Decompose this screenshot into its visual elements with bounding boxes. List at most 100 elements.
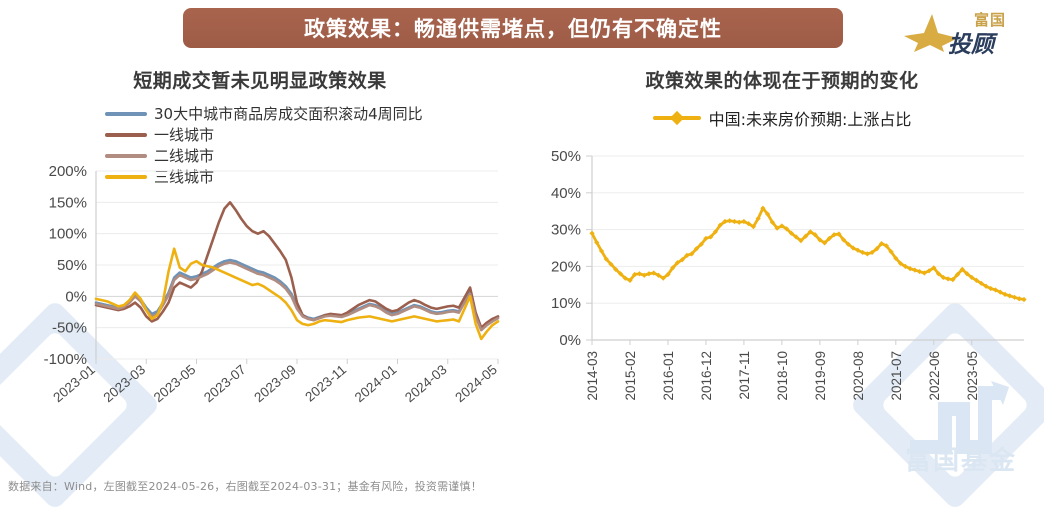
brand-logo: 富国 投顾 xyxy=(898,6,1036,58)
x-axis-tick-label: 2024-03 xyxy=(402,362,450,405)
x-axis-tick-label: 2021-07 xyxy=(889,351,904,401)
x-axis-tick-label: 2023-07 xyxy=(201,362,249,405)
right-chart-panel: 政策效果的体现在于预期的变化 中国:未来房价预期:上涨占比 50% 40% 30% 2… xyxy=(520,60,1044,460)
data-point-marker xyxy=(950,277,956,283)
data-point-marker xyxy=(812,232,818,238)
data-point-marker xyxy=(997,289,1003,295)
data-series-line xyxy=(94,201,500,329)
legend-label: 三线城市 xyxy=(154,168,215,186)
data-point-marker xyxy=(988,285,994,292)
watermark-text: 富国基金 xyxy=(905,446,1018,476)
data-point-marker xyxy=(883,243,889,249)
data-point-marker xyxy=(598,248,605,254)
y-axis-tick-label: 0% xyxy=(559,332,581,349)
footnote: 数据来自：Wind，左图截至2024-05-26，右图截至2024-03-31；… xyxy=(8,480,482,493)
legend-item[interactable]: 一线城市 xyxy=(105,124,423,145)
x-axis-tick-label: 2023-09 xyxy=(251,362,299,405)
y-axis-tick-label: -50% xyxy=(52,320,87,337)
data-point-marker xyxy=(888,249,894,255)
data-point-marker xyxy=(897,260,904,267)
data-point-marker xyxy=(655,272,662,278)
x-axis-tick-label: 2015-02 xyxy=(623,351,638,401)
data-point-marker xyxy=(931,265,937,271)
y-axis-tick-label: 50% xyxy=(551,148,581,165)
legend-item[interactable]: 二线城市 xyxy=(105,145,423,166)
data-point-marker xyxy=(803,233,809,239)
y-axis-tick-label: 40% xyxy=(551,185,581,202)
data-point-marker xyxy=(807,229,813,235)
banner: 政策效果：畅通供需堵点，但仍有不确定性 xyxy=(183,8,843,48)
legend-item[interactable]: 三线城市 xyxy=(105,166,423,187)
star-icon xyxy=(904,14,958,52)
x-axis-tick-label: 2024-01 xyxy=(352,362,400,405)
page-header: 政策效果：畅通供需堵点，但仍有不确定性 富国 投顾 xyxy=(0,0,1044,60)
data-point-marker xyxy=(793,234,799,240)
banner-title: 政策效果：畅通供需堵点，但仍有不确定性 xyxy=(304,17,722,41)
data-point-marker xyxy=(836,231,842,237)
left-chart-legend: 30大中城市商品房成交面积滚动4周同比 一线城市二线城市三线城市 xyxy=(105,103,423,187)
data-series-line xyxy=(94,261,500,332)
data-point-marker xyxy=(859,249,866,256)
legend-swatch-icon xyxy=(105,174,147,179)
legend-item[interactable]: 30大中城市商品房成交面积滚动4周同比 xyxy=(105,103,423,124)
data-point-marker xyxy=(594,239,600,246)
data-point-marker xyxy=(978,280,984,286)
x-axis-tick-label: 2023-11 xyxy=(302,362,349,405)
y-axis-tick-label: 20% xyxy=(551,258,581,275)
data-point-marker xyxy=(969,274,975,281)
right-chart-title: 政策效果的体现在于预期的变化 xyxy=(645,70,919,92)
legend-label: 30大中城市商品房成交面积滚动4周同比 xyxy=(154,105,423,123)
x-axis-tick-label: 2023-01 xyxy=(50,362,98,405)
data-point-marker xyxy=(921,270,927,276)
data-point-marker xyxy=(959,266,965,272)
data-series-line xyxy=(590,206,1026,301)
y-axis-tick-label: -100% xyxy=(44,351,87,368)
data-point-marker xyxy=(636,271,643,277)
data-series-line xyxy=(94,247,500,341)
data-point-marker xyxy=(1007,293,1013,299)
data-point-marker xyxy=(731,218,738,225)
legend-item[interactable]: 中国:未来房价预期:上涨占比 xyxy=(652,106,911,130)
data-point-marker xyxy=(822,240,828,246)
data-point-marker xyxy=(674,260,681,266)
data-point-marker xyxy=(964,271,970,277)
data-point-marker xyxy=(693,246,700,252)
left-chart-panel: 短期成交暂未见明显政策效果 30大中城市商品房成交面积滚动4周同比 一线城市 二线城… xyxy=(0,60,520,460)
data-point-marker xyxy=(817,237,823,243)
legend-swatch-icon xyxy=(105,153,147,158)
logo-brand-bottom: 投顾 xyxy=(948,32,994,58)
data-point-marker xyxy=(864,251,870,257)
data-point-marker xyxy=(779,223,785,229)
data-point-marker xyxy=(798,238,804,244)
data-point-marker xyxy=(698,241,704,247)
data-point-marker xyxy=(784,226,790,232)
data-point-marker xyxy=(878,240,885,247)
data-point-marker xyxy=(646,271,652,277)
legend-swatch-icon xyxy=(105,132,147,137)
data-point-marker xyxy=(845,241,851,247)
data-point-marker xyxy=(1016,296,1022,302)
x-axis-tick-label: 2018-10 xyxy=(775,351,790,401)
data-point-marker xyxy=(916,268,923,275)
x-axis-tick-label: 2019-09 xyxy=(813,351,828,401)
data-point-marker xyxy=(736,219,742,225)
data-point-marker xyxy=(874,246,880,252)
data-point-marker xyxy=(907,266,913,272)
data-point-marker xyxy=(902,263,908,269)
right-chart-legend: 中国:未来房价预期:上涨占比 xyxy=(520,106,1044,130)
data-point-marker xyxy=(703,235,709,242)
right-chart-plot: 50% 40% 30% 20% 10% 0% 2014-03 2015-02 2016-01 20… xyxy=(520,140,1044,460)
x-axis-tick-label: 2014-03 xyxy=(585,351,600,401)
y-axis-tick-label: 100% xyxy=(49,226,87,243)
x-axis-tick-label: 2016-12 xyxy=(699,351,714,401)
data-point-marker xyxy=(774,225,780,231)
data-point-marker xyxy=(617,271,624,277)
y-axis-tick-label: 10% xyxy=(551,295,581,312)
legend-swatch-icon xyxy=(105,111,147,116)
data-point-marker xyxy=(727,218,733,224)
legend-label: 二线城市 xyxy=(154,147,215,165)
data-point-marker xyxy=(855,247,861,253)
y-axis-tick-label: 150% xyxy=(49,194,87,211)
data-point-marker xyxy=(1021,296,1027,303)
y-axis-tick-label: 30% xyxy=(551,222,581,239)
